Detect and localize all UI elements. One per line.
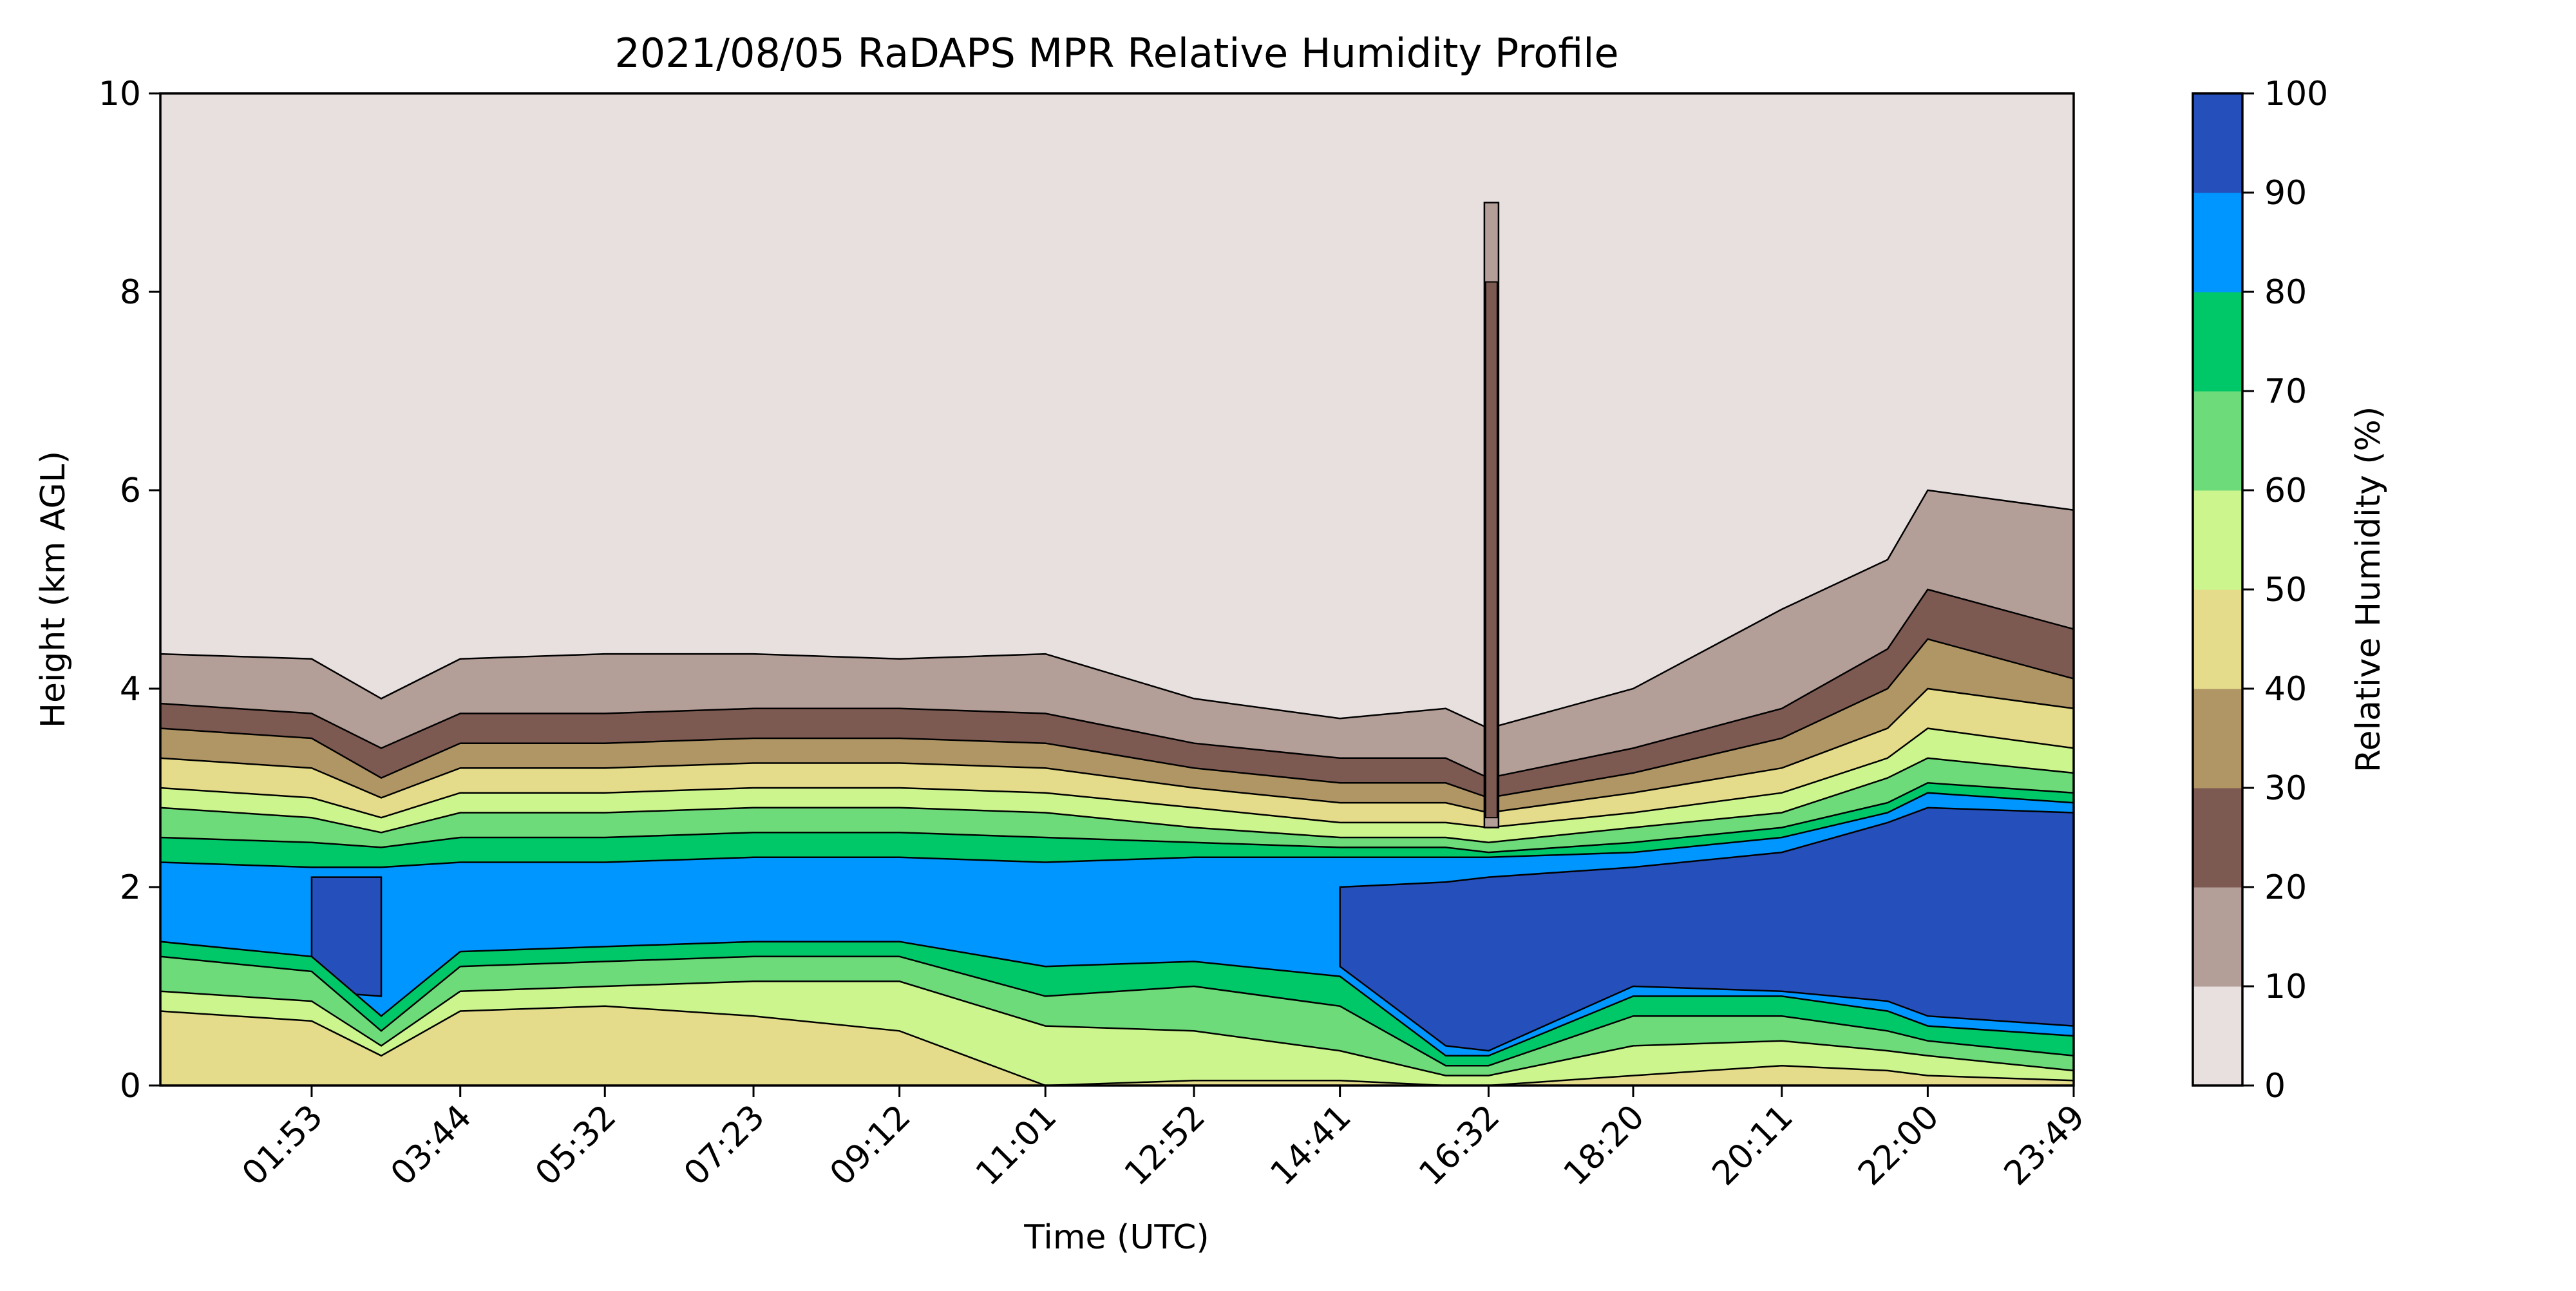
colorbar-tick-label: 60 <box>2264 472 2307 510</box>
x-axis-label: Time (UTC) <box>1023 1218 1209 1257</box>
y-tick-label: 2 <box>120 868 141 907</box>
colorbar-tick-label: 0 <box>2264 1067 2286 1105</box>
x-tick-label: 11:01 <box>969 1098 1064 1193</box>
plot-frame <box>159 92 2075 1087</box>
colorbar-tick-label: 50 <box>2264 571 2307 609</box>
colorbar-tick-label: 10 <box>2264 968 2307 1006</box>
colorbar <box>2192 92 2244 1087</box>
colorbar-swatch <box>2193 887 2242 987</box>
x-tick-label: 20:11 <box>1705 1098 1801 1193</box>
colorbar-ticks: 0 10 20 30 40 50 60 70 80 90 100 <box>2242 75 2328 1105</box>
contour-band-90-core <box>1339 807 2074 1052</box>
x-tick-label: 12:52 <box>1117 1098 1213 1193</box>
plot-area <box>160 93 2074 1085</box>
chart-title: 2021/08/05 RaDAPS MPR Relative Humidity … <box>614 30 1618 77</box>
x-tick-label: 03:44 <box>384 1098 479 1193</box>
contour-layers <box>160 489 2074 1085</box>
colorbar-swatch <box>2193 490 2242 590</box>
colorbar-tick-label: 100 <box>2264 75 2328 113</box>
y-tick-label: 0 <box>120 1067 141 1105</box>
colorbar-tick-label: 30 <box>2264 769 2307 808</box>
x-tick-label: 09:12 <box>822 1098 918 1193</box>
x-tick-label: 22:00 <box>1851 1098 1946 1193</box>
contour-band-lower-50 <box>160 1005 2074 1085</box>
humidity-spike-inner <box>1484 281 1498 819</box>
y-tick-label: 8 <box>120 273 141 312</box>
spike-layer <box>1483 202 1500 828</box>
colorbar-swatch <box>2193 193 2242 292</box>
x-axis-ticks: 01:53 03:44 05:32 07:23 09:12 11:01 12:52 14:41… <box>235 1085 2092 1193</box>
y-axis-ticks: 0 2 4 6 8 10 <box>99 75 160 1105</box>
x-tick-label: 18:20 <box>1557 1098 1652 1193</box>
x-tick-label: 07:23 <box>677 1098 772 1193</box>
colorbar-swatch <box>2193 986 2242 1086</box>
colorbar-swatch <box>2193 689 2242 789</box>
colorbar-tick-label: 80 <box>2264 273 2307 312</box>
y-tick-label: 6 <box>120 472 141 510</box>
colorbar-label: Relative Humidity (%) <box>2349 406 2388 773</box>
colorbar-tick-label: 70 <box>2264 372 2307 411</box>
colorbar-swatch <box>2193 589 2242 689</box>
x-tick-label: 14:41 <box>1263 1098 1358 1193</box>
colorbar-tick-label: 90 <box>2264 174 2307 213</box>
x-tick-label: 01:53 <box>235 1098 330 1193</box>
y-tick-label: 4 <box>120 670 141 709</box>
colorbar-swatch <box>2193 788 2242 888</box>
colorbar-swatch <box>2193 93 2242 193</box>
x-tick-label: 23:49 <box>1997 1098 2092 1193</box>
y-tick-label: 10 <box>99 75 141 113</box>
x-tick-label: 16:32 <box>1412 1098 1507 1193</box>
colorbar-swatch <box>2193 292 2242 392</box>
colorbar-tick-label: 40 <box>2264 670 2307 709</box>
y-axis-label: Height (km AGL) <box>34 451 73 728</box>
x-tick-label: 05:32 <box>528 1098 623 1193</box>
colorbar-swatch <box>2193 391 2242 491</box>
contour-band-90-core <box>310 876 383 997</box>
colorbar-tick-label: 20 <box>2264 868 2307 907</box>
